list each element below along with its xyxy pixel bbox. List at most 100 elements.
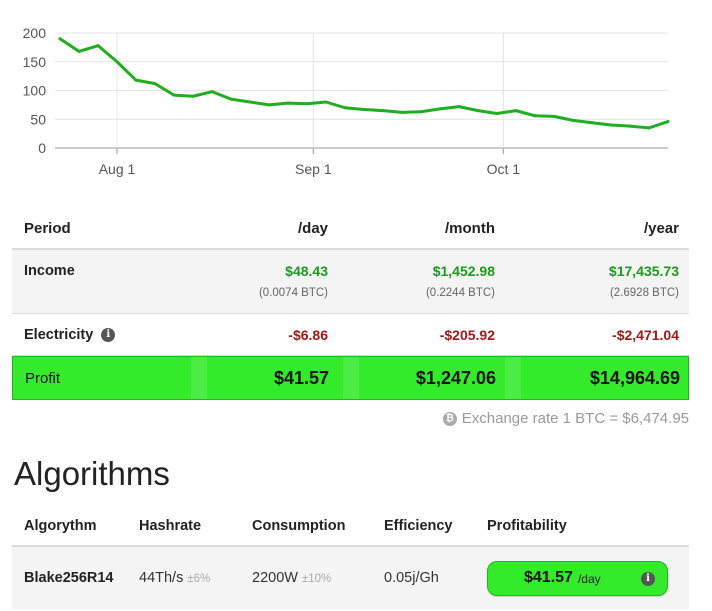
consumption-tolerance: ±10%: [301, 573, 332, 585]
data-point: [666, 120, 670, 124]
chart-series: [58, 37, 670, 130]
income-month-value: $1,452.98: [432, 263, 495, 279]
x-axis: Aug 1 Sep 1 Oct 1: [99, 148, 521, 177]
info-icon[interactable]: i: [641, 571, 655, 586]
profit-label: Profit: [25, 369, 61, 387]
data-point: [476, 109, 480, 113]
y-tick-label: 200: [23, 25, 47, 41]
header-profitability: Profitability: [487, 518, 567, 534]
data-point: [609, 123, 613, 127]
x-tick-label: Oct 1: [487, 161, 521, 177]
profit-row: Profit $41.57 $1,247.06 $14,964.69: [12, 356, 689, 400]
profitability-badge[interactable]: $41.57 /day i: [487, 560, 668, 596]
data-point: [77, 49, 81, 53]
bitcoin-icon: ₿: [442, 411, 457, 426]
data-point: [647, 126, 651, 130]
data-point: [571, 118, 575, 122]
data-point: [552, 114, 556, 118]
header-hashrate: Hashrate: [139, 518, 202, 534]
header-efficiency: Efficiency: [384, 518, 453, 534]
income-month: $1,452.98 (0.2244 BTC): [328, 263, 495, 313]
efficiency-value: 0.05j/Gh: [384, 570, 439, 586]
income-row: Income $48.43 (0.0074 BTC) $1,452.98 (0.…: [12, 250, 689, 314]
header-algorythm: Algorythm: [24, 518, 97, 534]
data-point: [229, 97, 233, 101]
data-point: [419, 110, 423, 114]
profit-year: $14,964.69: [589, 367, 680, 388]
electricity-day: -$6.86: [288, 326, 328, 343]
income-year-btc: (2.6928 BTC): [609, 287, 679, 299]
row-stripe: [505, 357, 521, 399]
data-point: [172, 93, 176, 97]
data-point: [286, 101, 290, 105]
consumption-cell: 2200W ±10%: [252, 570, 384, 586]
data-point: [248, 100, 252, 104]
data-point: [457, 105, 461, 109]
electricity-cell: Electricity i: [12, 327, 189, 343]
row-stripe: [343, 357, 359, 399]
profit-table: Period /day /month /year Income $48.43 (…: [12, 208, 689, 400]
series-line: [58, 37, 670, 130]
data-point: [343, 106, 347, 110]
y-tick-label: 100: [23, 83, 47, 99]
data-point: [115, 60, 119, 64]
algorithm-name: Blake256R14: [24, 570, 114, 586]
profitability-chart: 200 150 100 50 0 Aug 1 Sep 1 Oct 1: [23, 25, 670, 177]
algorithms-table-header: Algorythm Hashrate Consumption Efficienc…: [12, 507, 689, 547]
hashrate-cell: 44Th/s ±6%: [139, 570, 252, 586]
income-year-value: $17,435.73: [608, 263, 679, 279]
consumption-value: 2200W: [252, 570, 298, 586]
electricity-row: Electricity i -$6.86 -$205.92 -$2,471.04: [12, 314, 689, 356]
data-point: [324, 100, 328, 104]
data-point: [153, 82, 157, 86]
x-tick-label: Aug 1: [99, 161, 136, 177]
algorithms-title: Algorithms: [14, 455, 170, 492]
header-month: /month: [445, 219, 495, 237]
hashrate-tolerance: ±6%: [187, 573, 211, 585]
data-point: [210, 90, 214, 94]
exchange-rate: ₿ Exchange rate 1 BTC = $6,474.95: [442, 410, 689, 427]
electricity-month: -$205.92: [439, 326, 495, 343]
data-point: [533, 114, 537, 118]
profitability-cell: $41.57 /day i: [487, 560, 689, 596]
info-icon[interactable]: i: [101, 327, 116, 342]
profit-table-header: Period /day /month /year: [12, 208, 689, 250]
y-tick-label: 0: [38, 140, 46, 156]
data-point: [590, 121, 594, 125]
profitability-unit: /day: [577, 572, 601, 586]
income-day-value: $48.43: [285, 263, 328, 279]
profitability-value: $41.57: [524, 569, 573, 586]
data-point: [96, 44, 100, 48]
data-point: [400, 110, 404, 114]
header-day: /day: [297, 219, 328, 237]
row-stripe: [191, 357, 207, 399]
income-day-btc: (0.0074 BTC): [258, 287, 328, 299]
data-point: [362, 107, 366, 111]
data-point: [628, 124, 632, 128]
exchange-rate-text: Exchange rate 1 BTC = $6,474.95: [461, 410, 689, 427]
data-point: [58, 37, 62, 41]
header-consumption: Consumption: [252, 518, 346, 534]
profit-month: $1,247.06: [415, 367, 496, 388]
data-point: [438, 107, 442, 111]
hashrate-value: 44Th/s: [139, 570, 184, 586]
electricity-year: -$2,471.04: [612, 326, 679, 343]
y-tick-label: 150: [23, 54, 47, 70]
y-tick-label: 50: [30, 111, 46, 127]
x-tick-label: Sep 1: [295, 161, 332, 177]
income-year: $17,435.73 (2.6928 BTC): [495, 263, 679, 313]
data-point: [514, 109, 518, 113]
header-year: /year: [643, 219, 679, 237]
header-period: Period: [24, 219, 71, 237]
data-point: [267, 103, 271, 107]
income-day: $48.43 (0.0074 BTC): [189, 263, 328, 313]
data-point: [381, 109, 385, 113]
profit-day: $41.57: [273, 367, 329, 388]
data-point: [134, 78, 138, 82]
data-point: [495, 112, 499, 115]
electricity-label: Electricity: [24, 326, 94, 343]
algorithms-table: Algorythm Hashrate Consumption Efficienc…: [12, 507, 689, 609]
table-row: Blake256R14 44Th/s ±6% 2200W ±10% 0.05j/Gh…: [12, 547, 689, 609]
income-month-btc: (0.2244 BTC): [425, 287, 495, 299]
income-label: Income: [24, 263, 75, 279]
